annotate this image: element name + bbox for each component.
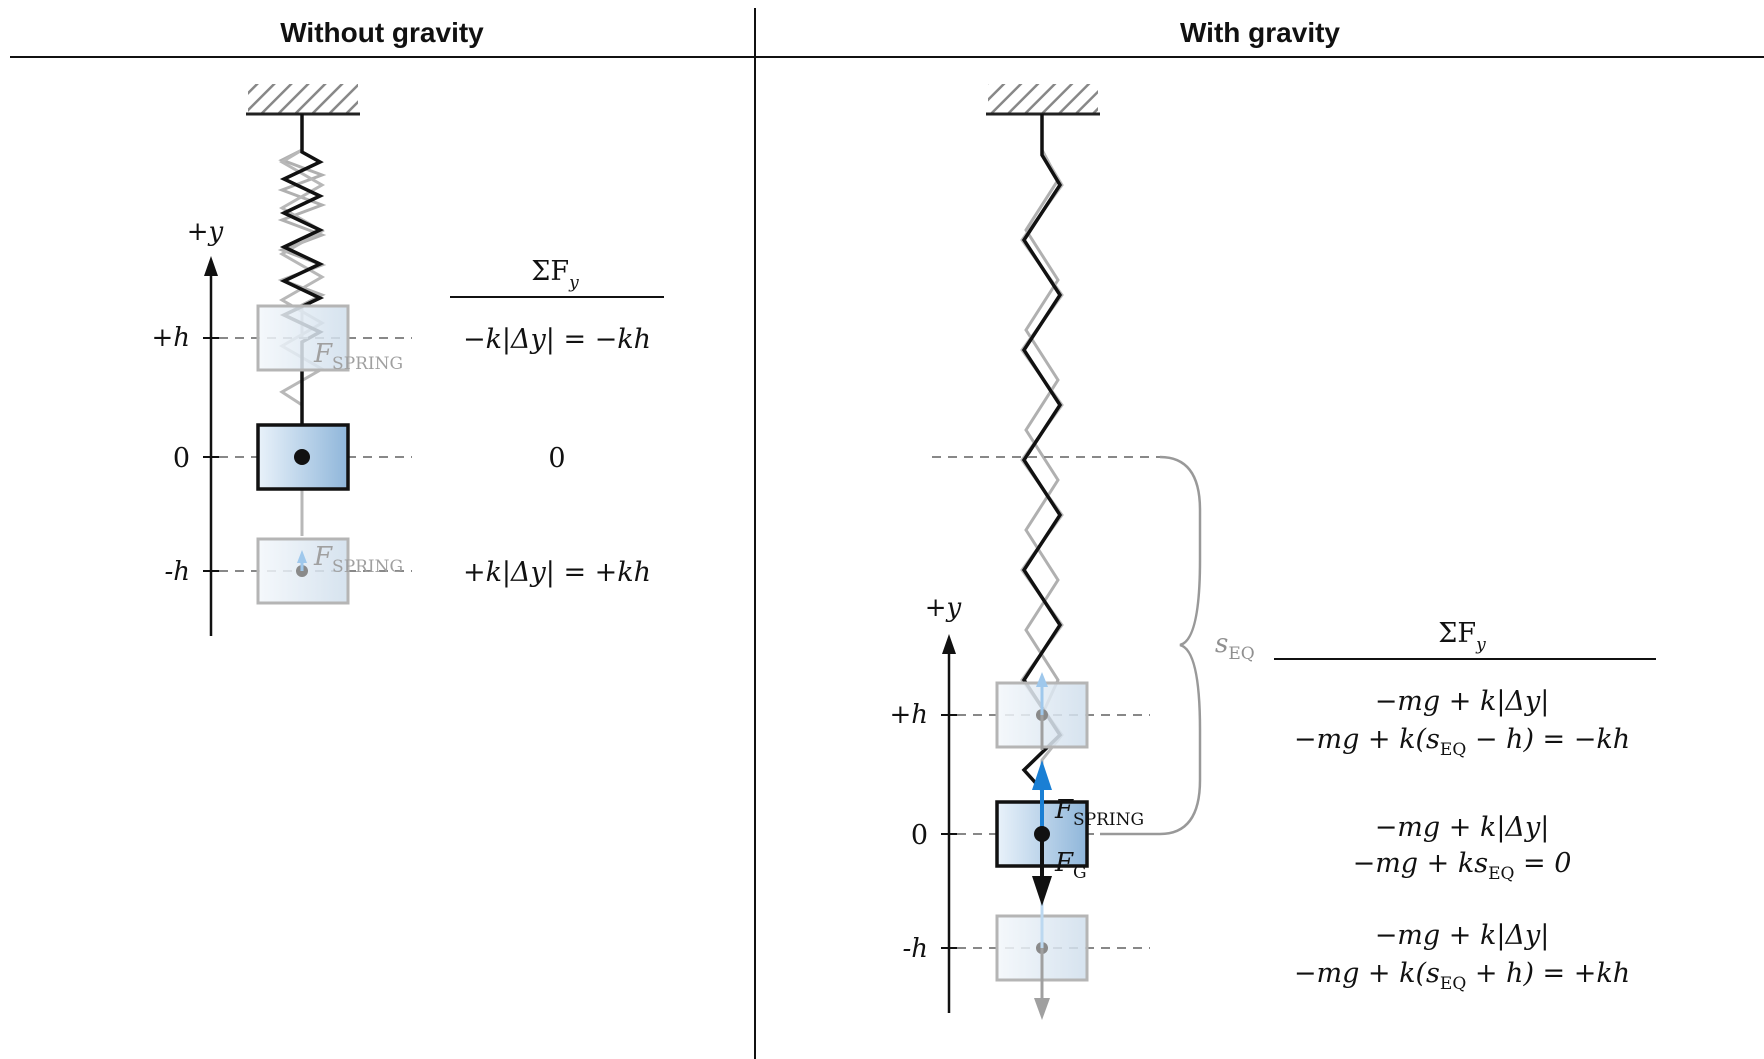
header-right: With gravity xyxy=(1180,17,1340,48)
seq-brace xyxy=(1100,455,1202,836)
header-left: Without gravity xyxy=(280,17,484,48)
spring-ghost-top-right xyxy=(1024,114,1060,716)
force-label-spring-bottom-left: FSPRING xyxy=(313,542,403,577)
sum-header-left: ΣFy xyxy=(531,256,579,293)
sum-header-right: ΣFy xyxy=(1438,618,1486,655)
right-panel: +y +h 0 -h sEQ FSP xyxy=(889,84,1656,1020)
ceiling-hatch-right xyxy=(988,84,1098,114)
spring-ghost-arrowhead-top xyxy=(1036,672,1048,687)
spring-ghost-bottom xyxy=(278,114,326,536)
sum-row-minus-h-left: +k|Δy| = +kh xyxy=(463,557,651,588)
sum-row3-line1-right: −mg + k|Δy| xyxy=(1375,920,1550,951)
sum-row-zero-left: 0 xyxy=(548,443,565,474)
spring-force-arrowhead xyxy=(1032,760,1052,790)
sum-row2-line1-right: −mg + k|Δy| xyxy=(1375,812,1550,843)
block-center-right xyxy=(1034,826,1050,842)
y-axis-label-right: +y xyxy=(925,593,962,623)
sum-row-plus-h-left: −k|Δy| = −kh xyxy=(463,324,651,355)
tick-label-zero-right: 0 xyxy=(911,820,928,851)
spring-ghost-top xyxy=(277,114,327,338)
tick-label-minus-h-left: -h xyxy=(164,557,190,587)
sum-row1-line1-right: −mg + k|Δy| xyxy=(1375,686,1550,717)
spring-active-right xyxy=(1021,114,1063,805)
ceiling-hatch-left xyxy=(248,84,358,114)
force-label-spring-right: FSPRING xyxy=(1054,795,1144,830)
block-center-left xyxy=(294,449,310,465)
force-label-spring-top-left: FSPRING xyxy=(313,339,403,374)
sum-row2-line2-right: −mg + ksEQ = 0 xyxy=(1353,848,1572,884)
tick-label-plus-h-right: +h xyxy=(889,700,928,730)
sum-row1-line2-right: −mg + k(sEQ − h) = −kh xyxy=(1294,724,1630,760)
sum-row3-line2-right: −mg + k(sEQ + h) = +kh xyxy=(1294,958,1630,994)
tick-label-zero-left: 0 xyxy=(173,443,190,474)
block-ghost-top-left xyxy=(256,304,350,372)
y-axis-arrowhead-right xyxy=(942,634,956,654)
y-axis-arrowhead-left xyxy=(204,256,218,276)
force-label-gravity-right: FG xyxy=(1054,848,1087,883)
y-axis-label-left: +y xyxy=(187,217,224,247)
tick-label-plus-h-left: +h xyxy=(151,323,190,353)
left-panel: +y +h 0 -h FSPRING FSPRING ΣFy −k|Δy| = … xyxy=(151,84,664,636)
spring-force-ghost-arrowhead xyxy=(297,550,307,563)
seq-label: sEQ xyxy=(1215,629,1255,664)
gravity-force-arrowhead xyxy=(1032,876,1052,906)
gravity-ghost-arrowhead-bottom xyxy=(1034,998,1050,1020)
tick-label-minus-h-right: -h xyxy=(902,934,928,964)
